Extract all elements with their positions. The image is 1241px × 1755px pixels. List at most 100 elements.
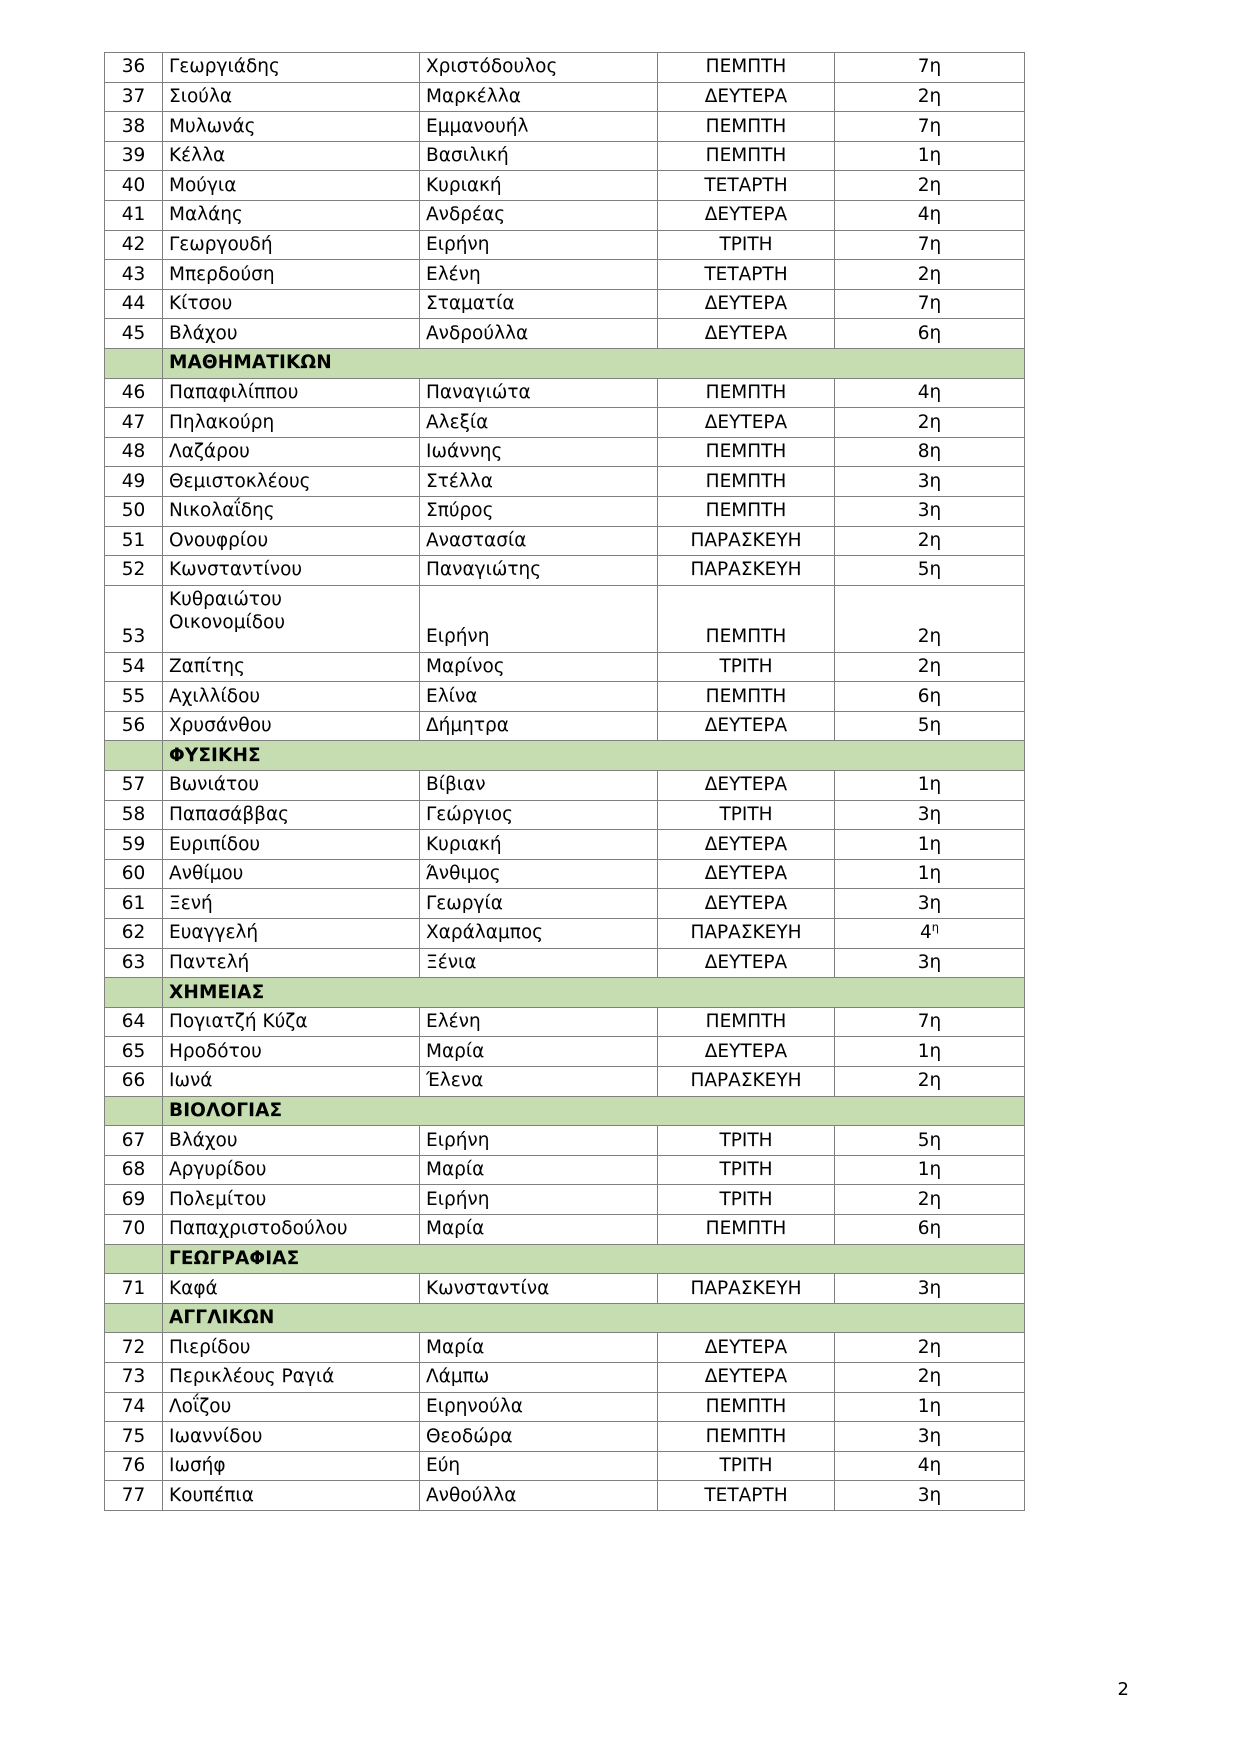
subject-section-row: ΜΑΘΗΜΑΤΙΚΩΝ xyxy=(104,347,1025,379)
table-row: 40 Μούγια Κυριακή ΤΕΤΑΡΤΗ 2η xyxy=(104,170,1025,201)
firstname-cell: Ξένια xyxy=(419,947,658,979)
row-number: 44 xyxy=(104,288,163,320)
period-cell: 2η xyxy=(834,1066,1025,1097)
period-cell: 2η xyxy=(834,170,1025,201)
surname-cell: Γεωργουδή xyxy=(162,229,420,261)
day-cell: ΤΕΤΑΡΤΗ xyxy=(657,1480,835,1511)
subject-section-label: ΑΓΓΛΙΚΩΝ xyxy=(162,1302,1025,1334)
table-row: 67 Βλάχου Ειρήνη ΤΡΙΤΗ 5η xyxy=(104,1125,1025,1156)
row-number: 38 xyxy=(104,111,163,142)
surname-cell: Μαλάης xyxy=(162,199,420,231)
firstname-cell: Βίβιαν xyxy=(419,770,658,801)
row-number: 49 xyxy=(104,466,163,497)
period-cell: 5η xyxy=(834,710,1025,742)
section-number-spacer xyxy=(104,1302,163,1334)
row-number: 52 xyxy=(104,555,163,586)
row-number: 71 xyxy=(104,1273,163,1304)
period-cell: 4η xyxy=(834,918,1025,949)
row-number: 47 xyxy=(104,407,163,438)
day-cell: ΠΕΜΠΤΗ xyxy=(657,1006,835,1038)
table-row: 46 Παπαφιλίππου Παναγιώτα ΠΕΜΠΤΗ 4η xyxy=(104,377,1025,409)
surname-cell: Πιερίδου xyxy=(162,1332,420,1363)
period-cell: 2η xyxy=(834,407,1025,438)
day-cell: ΠΕΜΠΤΗ xyxy=(657,52,835,83)
firstname-cell: Γεώργιος xyxy=(419,799,658,831)
day-cell: ΠΕΜΠΤΗ xyxy=(657,681,835,712)
firstname-cell: Σπύρος xyxy=(419,495,658,527)
table-row: 47 Πηλακούρη Αλεξία ΔΕΥΤΕΡΑ 2η xyxy=(104,407,1025,438)
firstname-cell: Αναστασία xyxy=(419,525,658,557)
period-cell: 2η xyxy=(834,259,1025,290)
firstname-cell: Ελίνα xyxy=(419,681,658,712)
surname-cell: Ευριπίδου xyxy=(162,829,420,860)
roster-table-body: 36 Γεωργιάδης Χριστόδουλος ΠΕΜΠΤΗ 7η 37 Σιούλα… xyxy=(104,52,1025,1511)
firstname-cell: Μαρίνος xyxy=(419,651,658,683)
row-number: 45 xyxy=(104,318,163,349)
firstname-cell: Ανδρούλλα xyxy=(419,318,658,349)
day-cell: ΠΕΜΠΤΗ xyxy=(657,1421,835,1452)
surname-cell: Ξενή xyxy=(162,888,420,920)
firstname-cell: Θεοδώρα xyxy=(419,1421,658,1452)
table-row: 49 Θεμιστοκλέους Στέλλα ΠΕΜΠΤΗ 3η xyxy=(104,466,1025,497)
table-row: 60 Ανθίμου Άνθιμος ΔΕΥΤΕΡΑ 1η xyxy=(104,858,1025,890)
period-cell: 3η xyxy=(834,888,1025,920)
period-cell: 2η xyxy=(834,1184,1025,1215)
surname-cell: Παπαφιλίππου xyxy=(162,377,420,409)
table-row: 55 Αχιλλίδου Ελίνα ΠΕΜΠΤΗ 6η xyxy=(104,681,1025,712)
firstname-cell: Ειρήνη xyxy=(419,584,658,653)
table-row: 69 Πολεμίτου Ειρήνη ΤΡΙΤΗ 2η xyxy=(104,1184,1025,1215)
surname-cell: Γεωργιάδης xyxy=(162,52,420,83)
day-cell: ΔΕΥΤΕΡΑ xyxy=(657,81,835,113)
day-cell: ΠΕΜΠΤΗ xyxy=(657,1213,835,1245)
row-number: 61 xyxy=(104,888,163,920)
firstname-cell: Δήμητρα xyxy=(419,710,658,742)
surname-cell: Ηροδότου xyxy=(162,1036,420,1067)
table-row: 61 Ξενή Γεωργία ΔΕΥΤΕΡΑ 3η xyxy=(104,888,1025,920)
period-cell: 4η xyxy=(834,377,1025,409)
section-number-spacer xyxy=(104,1243,163,1275)
section-number-spacer xyxy=(104,977,163,1008)
period-cell: 1η xyxy=(834,1391,1025,1423)
section-number-spacer xyxy=(104,1095,163,1127)
row-number: 70 xyxy=(104,1213,163,1245)
surname-cell: Ονουφρίου xyxy=(162,525,420,557)
period-cell: 1η xyxy=(834,829,1025,860)
subject-section-label: ΒΙΟΛΟΓΙΑΣ xyxy=(162,1095,1025,1127)
row-number: 57 xyxy=(104,770,163,801)
surname-cell: Παντελή xyxy=(162,947,420,979)
surname-cell: Ζαπίτης xyxy=(162,651,420,683)
firstname-cell: Γεωργία xyxy=(419,888,658,920)
period-cell: 3η xyxy=(834,495,1025,527)
row-number: 46 xyxy=(104,377,163,409)
period-cell: 3η xyxy=(834,1273,1025,1304)
day-cell: ΠΕΜΠΤΗ xyxy=(657,466,835,497)
day-cell: ΔΕΥΤΕΡΑ xyxy=(657,407,835,438)
day-cell: ΤΡΙΤΗ xyxy=(657,1125,835,1156)
row-number: 37 xyxy=(104,81,163,113)
row-number: 54 xyxy=(104,651,163,683)
period-cell: 3η xyxy=(834,947,1025,979)
firstname-cell: Μαρκέλλα xyxy=(419,81,658,113)
section-number-spacer xyxy=(104,740,163,772)
firstname-cell: Ελένη xyxy=(419,259,658,290)
day-cell: ΠΕΜΠΤΗ xyxy=(657,495,835,527)
firstname-cell: Μαρία xyxy=(419,1036,658,1067)
surname-cell: Θεμιστοκλέους xyxy=(162,466,420,497)
firstname-cell: Στέλλα xyxy=(419,466,658,497)
day-cell: ΔΕΥΤΕΡΑ xyxy=(657,1361,835,1393)
table-row: 77 Κουπέπια Ανθούλλα ΤΕΤΑΡΤΗ 3η xyxy=(104,1480,1025,1511)
firstname-cell: Σταματία xyxy=(419,288,658,320)
day-cell: ΔΕΥΤΕΡΑ xyxy=(657,710,835,742)
firstname-cell: Κυριακή xyxy=(419,829,658,860)
period-cell: 1η xyxy=(834,1036,1025,1067)
row-number: 75 xyxy=(104,1421,163,1452)
table-row: 39 Κέλλα Βασιλική ΠΕΜΠΤΗ 1η xyxy=(104,140,1025,172)
table-row: 38 Μυλωνάς Εμμανουήλ ΠΕΜΠΤΗ 7η xyxy=(104,111,1025,142)
table-row: 41 Μαλάης Ανδρέας ΔΕΥΤΕΡΑ 4η xyxy=(104,199,1025,231)
day-cell: ΠΕΜΠΤΗ xyxy=(657,1391,835,1423)
day-cell: ΠΑΡΑΣΚΕΥΗ xyxy=(657,525,835,557)
surname-cell: Κυθραιώτου Οικονομίδου xyxy=(162,584,420,653)
day-cell: ΤΕΤΑΡΤΗ xyxy=(657,170,835,201)
surname-cell: Παπαχριστοδούλου xyxy=(162,1213,420,1245)
